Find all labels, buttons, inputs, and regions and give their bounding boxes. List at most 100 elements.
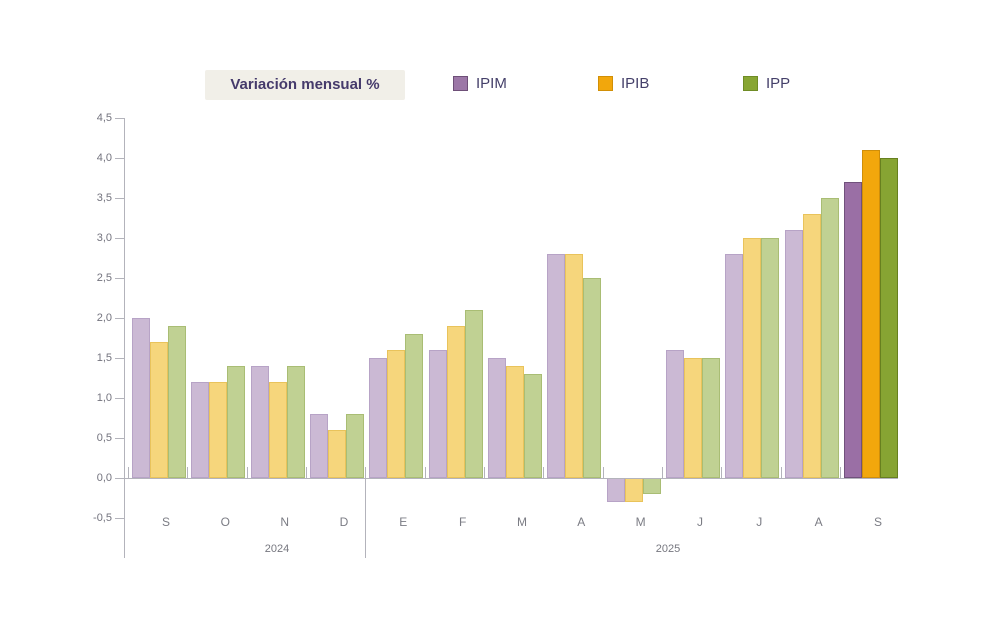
bar-ipib-e4 [387,350,406,478]
legend-label: IPP [766,74,791,92]
bar-ipim-m8 [606,478,625,502]
bar-ipib-m6 [505,366,524,478]
chart-title: Variación mensual % [205,70,405,100]
y-tick-label: 3,0 [96,232,112,244]
bar-ipim-s0 [132,318,150,478]
x-tick [187,467,189,478]
bar-ipib-a7 [565,254,584,478]
y-tick [115,318,124,319]
bar-ipim-f5 [428,350,447,478]
month-label: N [280,515,289,529]
y-tick-label: -0,5 [93,512,112,524]
bar-ipim-o1 [191,382,210,478]
bar-ipib-j10 [743,238,762,478]
bar-ipp-m6 [523,374,542,478]
month-label: A [814,515,823,529]
month-label: F [458,515,467,529]
bar-ipim-a11 [784,230,803,478]
x-tick [543,467,545,478]
bar-ipib-m8 [624,478,643,502]
y-tick [115,158,124,159]
bar-ipp-n2 [286,366,305,478]
x-tick [839,467,841,478]
bar-ipp-a7 [583,278,602,478]
legend-label: IPIM [476,74,507,92]
bar-ipp-m8 [642,478,661,494]
y-tick-label: 4,5 [96,112,112,124]
x-tick [780,467,782,478]
y-tick-label: 2,5 [96,272,112,284]
x-tick [246,467,248,478]
bar-ipp-j10 [761,238,780,478]
bar-ipib-f5 [446,326,465,478]
month-label: J [696,515,703,529]
legend-swatch-icon [743,75,758,91]
bar-ipib-a11 [802,214,821,478]
x-tick [721,467,723,478]
y-tick [115,238,124,239]
legend-label: IPIB [621,74,650,92]
y-tick-label: 2,0 [96,312,112,324]
x-tick [661,467,663,478]
x-axis-baseline [124,478,898,479]
bar-ipim-d3 [309,414,328,478]
month-label: S [161,515,170,529]
y-tick [115,118,124,119]
bar-ipib-j9 [683,358,702,478]
y-tick-label: 0,5 [96,432,112,444]
year-separator-line [365,467,367,558]
bar-ipim-s12 [843,182,862,478]
month-label: O [220,515,230,529]
y-tick [115,518,124,519]
legend-swatch-icon [598,75,613,91]
bar-ipim-a7 [547,254,566,478]
y-tick [115,198,124,199]
x-tick [483,467,485,478]
bar-ipim-j10 [725,254,744,478]
month-label: M [635,515,646,529]
bar-ipp-a11 [820,198,839,478]
y-tick [115,478,124,479]
month-label: A [577,515,586,529]
legend-item-ipp: IPP [743,72,790,94]
y-tick-label: 1,5 [96,352,112,364]
legend-item-ipim: IPIM [453,72,507,94]
x-tick [305,467,307,478]
bar-ipp-j9 [701,358,720,478]
month-label: D [339,515,349,529]
bar-ipp-s0 [168,326,186,478]
month-label: J [756,515,763,529]
year-label: 2025 [655,543,681,555]
y-tick-label: 0,0 [96,472,112,484]
bar-ipib-d3 [327,430,346,478]
y-tick [115,398,124,399]
month-label: E [399,515,408,529]
y-tick-label: 1,0 [96,392,112,404]
y-tick-label: 3,5 [96,192,112,204]
bar-ipim-m6 [487,358,506,478]
bar-ipib-o1 [209,382,228,478]
bar-ipp-d3 [345,414,364,478]
bar-ipib-s0 [150,342,168,478]
bar-ipp-e4 [405,334,424,478]
x-tick [602,467,604,478]
y-tick [115,438,124,439]
x-tick [424,467,426,478]
bar-ipp-f5 [464,310,483,478]
year-label: 2024 [264,543,290,555]
y-axis-line [124,118,125,558]
bar-ipp-s12 [879,158,898,478]
legend-swatch-icon [453,75,468,91]
legend-item-ipib: IPIB [598,72,649,94]
bar-ipib-s12 [861,150,880,478]
month-label: M [516,515,527,529]
bar-ipim-n2 [250,366,269,478]
bar-ipib-n2 [268,382,287,478]
x-tick [128,467,129,478]
month-label: S [873,515,882,529]
bar-ipp-o1 [227,366,246,478]
y-tick-label: 4,0 [96,152,112,164]
bar-ipim-e4 [369,358,388,478]
y-tick [115,278,124,279]
